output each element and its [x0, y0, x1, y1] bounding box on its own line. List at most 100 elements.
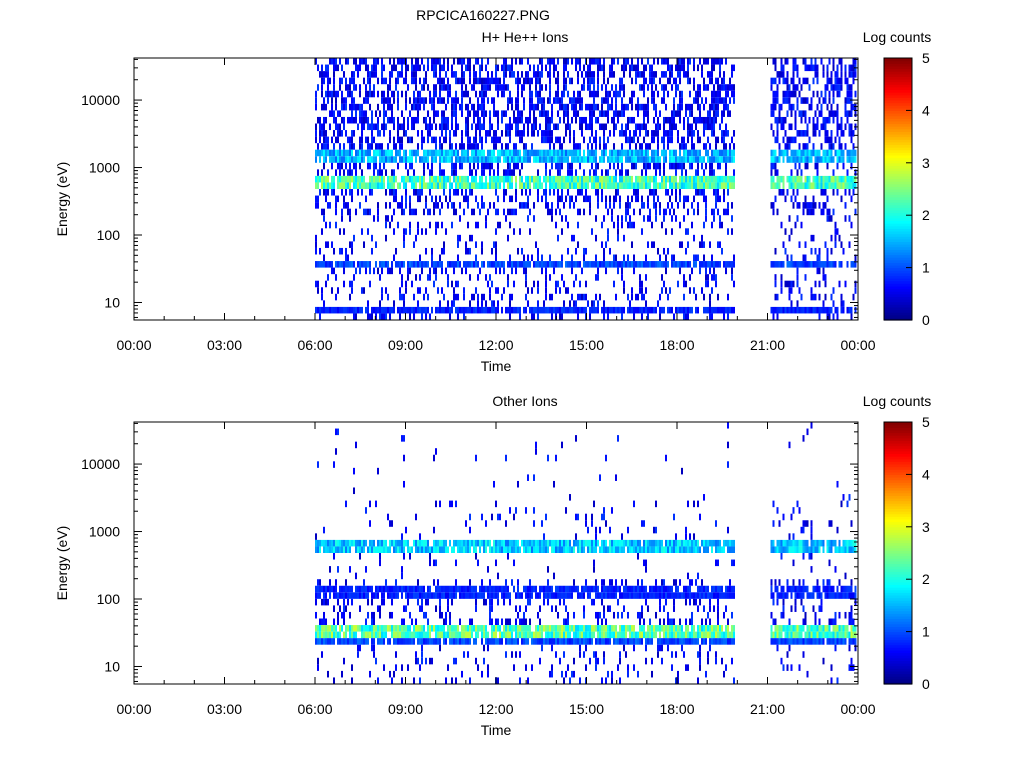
heatmap-cell	[397, 307, 399, 314]
heatmap-cell	[485, 163, 487, 170]
heatmap-cell	[411, 182, 413, 189]
heatmap-cell	[727, 261, 729, 268]
heatmap-cell	[591, 176, 593, 183]
heatmap-cell	[407, 307, 409, 314]
heatmap-cell	[433, 202, 435, 209]
heatmap-cell	[371, 156, 373, 163]
heatmap-cell	[791, 124, 793, 131]
heatmap-cell	[597, 117, 599, 124]
heatmap-cell	[791, 137, 793, 144]
heatmap-cell	[393, 255, 395, 262]
heatmap-cell	[339, 248, 341, 255]
heatmap-cell	[693, 182, 695, 189]
heatmap-cell	[467, 182, 469, 189]
heatmap-cell	[457, 307, 459, 314]
heatmap-cell	[335, 222, 337, 229]
heatmap-cell	[397, 124, 399, 131]
heatmap-cell	[595, 189, 597, 196]
heatmap-cell	[853, 104, 855, 111]
heatmap-cell	[361, 228, 363, 235]
heatmap-cell	[371, 625, 373, 632]
heatmap-cell	[687, 313, 689, 320]
heatmap-cell	[345, 546, 347, 553]
heatmap-cell	[561, 97, 563, 104]
heatmap-cell	[363, 579, 365, 586]
heatmap-cell	[485, 215, 487, 222]
heatmap-cell	[807, 209, 809, 216]
heatmap-cell	[317, 287, 319, 294]
heatmap-cell	[631, 196, 633, 203]
heatmap-cell	[447, 150, 449, 157]
heatmap-cell	[381, 540, 383, 547]
heatmap-cell	[331, 307, 333, 314]
heatmap-cell	[569, 176, 571, 183]
heatmap-cell	[777, 91, 779, 98]
heatmap-cell	[441, 130, 443, 137]
heatmap-cell	[789, 261, 791, 268]
heatmap-cell	[699, 58, 701, 65]
heatmap-cell	[489, 163, 491, 170]
heatmap-cell	[335, 137, 337, 144]
heatmap-cell	[847, 97, 849, 104]
heatmap-cell	[709, 182, 711, 189]
heatmap-cell	[611, 104, 613, 111]
heatmap-cell	[617, 163, 619, 170]
heatmap-cell	[395, 586, 397, 593]
heatmap-cell	[413, 307, 415, 314]
heatmap-cell	[469, 169, 471, 176]
heatmap-cell	[581, 124, 583, 131]
heatmap-cell	[773, 78, 775, 85]
heatmap-cell	[705, 143, 707, 150]
heatmap-cell	[413, 104, 415, 111]
heatmap-cell	[625, 65, 627, 72]
heatmap-cell	[731, 91, 733, 98]
heatmap-cell	[353, 97, 355, 104]
heatmap-cell	[373, 58, 375, 65]
heatmap-cell	[597, 71, 599, 78]
heatmap-cell	[635, 261, 637, 268]
heatmap-cell	[409, 110, 411, 117]
heatmap-cell	[523, 307, 525, 314]
heatmap-cell	[793, 189, 795, 196]
heatmap-cell	[661, 97, 663, 104]
heatmap-cell	[841, 124, 843, 131]
heatmap-cell	[475, 58, 477, 65]
heatmap-cell	[675, 182, 677, 189]
heatmap-cell	[453, 71, 455, 78]
heatmap-cell	[535, 150, 537, 157]
heatmap-cell	[359, 58, 361, 65]
heatmap-cell	[669, 196, 671, 203]
heatmap-cell	[847, 91, 849, 98]
heatmap-cell	[405, 176, 407, 183]
heatmap-cell	[429, 130, 431, 137]
heatmap-cell	[445, 130, 447, 137]
heatmap-cell	[719, 261, 721, 268]
heatmap-cell	[849, 182, 851, 189]
heatmap-cell	[359, 592, 361, 599]
heatmap-cell	[471, 150, 473, 157]
heatmap-cell	[843, 150, 845, 157]
heatmap-cell	[575, 65, 577, 72]
figure-title: RPCICA160227.PNG	[416, 7, 550, 23]
heatmap-cell	[445, 196, 447, 203]
heatmap-cell	[373, 268, 375, 275]
heatmap-cell	[479, 78, 481, 85]
heatmap-cell	[643, 104, 645, 111]
heatmap-cell	[681, 182, 683, 189]
heatmap-cell	[599, 58, 601, 65]
heatmap-cell	[513, 163, 515, 170]
heatmap-cell	[409, 209, 411, 216]
heatmap-cell	[519, 307, 521, 314]
heatmap-cell	[387, 84, 389, 91]
heatmap-cell	[497, 261, 499, 268]
heatmap-cell	[389, 612, 391, 619]
heatmap-cell	[613, 156, 615, 163]
heatmap-cell	[323, 527, 325, 534]
heatmap-cell	[827, 150, 829, 157]
heatmap-cell	[773, 156, 775, 163]
heatmap-cell	[841, 307, 843, 314]
heatmap-cell	[847, 117, 849, 124]
heatmap-cell	[489, 294, 491, 301]
heatmap-cell	[683, 58, 685, 65]
